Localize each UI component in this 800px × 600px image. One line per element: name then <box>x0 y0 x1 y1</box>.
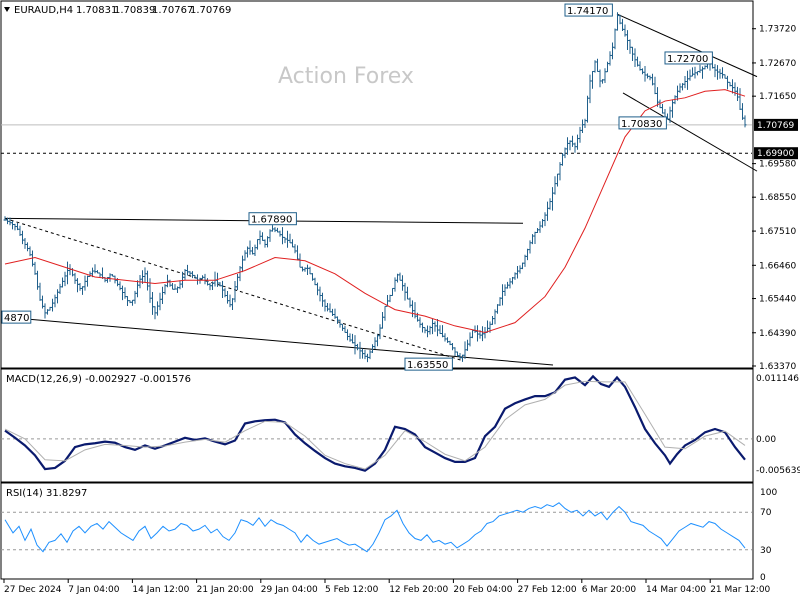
time-axis-label: 6 Mar 20:00 <box>582 585 637 595</box>
macd-axis-label: -0.005639 <box>756 466 800 476</box>
header-symbol: EURAUD,H4 <box>14 5 73 16</box>
svg-text:1.70769: 1.70769 <box>757 121 794 131</box>
macd-axis-label: 0.011146 <box>756 374 799 384</box>
rsi-series-line <box>4 502 746 553</box>
dropdown-icon[interactable] <box>4 7 10 12</box>
header-high: 1.70839 <box>114 5 155 16</box>
trendline-2[interactable] <box>4 217 462 361</box>
price-annotation[interactable]: 1.67890 <box>248 212 297 226</box>
rsi-axis-label: 70 <box>760 508 772 518</box>
watermark-text: Action Forex <box>278 64 414 89</box>
price-tag: 1.70769 <box>754 118 798 131</box>
price-tag: 1.69900 <box>754 147 798 160</box>
axes: 1.73720 1.72670 1.71650 1.69580 1.68550 1.675… <box>3 25 800 595</box>
price-annotation[interactable]: 1.72700 <box>664 51 713 65</box>
macd-axis-label: 0.00 <box>756 435 776 445</box>
time-axis-label: 21 Jan 20:00 <box>197 585 254 595</box>
price-annotation[interactable]: 4870 <box>1 310 32 324</box>
chart-header: EURAUD,H4 1.70831 1.70839 1.70767 1.7076… <box>4 5 231 16</box>
moving-average-line <box>4 89 746 333</box>
macd-series-macd <box>4 374 746 472</box>
svg-text:1.67890: 1.67890 <box>251 215 292 226</box>
svg-text:1.69900: 1.69900 <box>757 149 794 159</box>
price-axis-label: 1.71650 <box>759 92 796 102</box>
macd-plot <box>1 374 752 472</box>
header-low: 1.70767 <box>152 5 193 16</box>
macd-title: MACD(12,26,9) -0.002927 -0.001576 <box>6 374 191 385</box>
price-axis-label: 1.73720 <box>759 25 796 35</box>
svg-text:1.70830: 1.70830 <box>621 119 662 130</box>
time-axis-label: 29 Jan 04:00 <box>261 585 318 595</box>
price-annotation[interactable]: 1.74170 <box>564 3 613 17</box>
price-annotation[interactable]: 1.63550 <box>404 357 453 371</box>
time-axis-label: 12 Feb 20:00 <box>389 585 448 595</box>
macd-panel[interactable] <box>0 368 754 483</box>
price-annotation[interactable]: 1.70830 <box>618 116 667 130</box>
trendline-4[interactable] <box>622 92 758 172</box>
rsi-plot <box>1 502 752 553</box>
svg-text:4870: 4870 <box>4 313 29 324</box>
rsi-axis-label: 100 <box>760 488 777 498</box>
time-axis-label: 20 Feb 04:00 <box>453 585 512 595</box>
rsi-axis-label: 0 <box>760 573 766 583</box>
price-axis-label: 1.69580 <box>759 160 796 170</box>
candle <box>743 115 747 128</box>
header-open: 1.70831 <box>76 5 117 16</box>
price-axis-label: 1.67510 <box>759 227 796 237</box>
time-axis-label: 21 Mar 12:00 <box>710 585 770 595</box>
time-axis-label: 14 Jan 12:00 <box>132 585 189 595</box>
trendline-3[interactable] <box>616 13 758 78</box>
price-axis-label: 1.66460 <box>759 261 796 271</box>
price-axis-label: 1.65440 <box>759 295 796 305</box>
price-axis-label: 1.64390 <box>759 329 796 339</box>
time-axis-label: 27 Feb 12:00 <box>518 585 577 595</box>
price-axis-label: 1.63370 <box>759 362 796 372</box>
price-plot: 1.74170 1.72700 1.70830 1.67890 1.63550 4870 <box>1 3 758 371</box>
price-axis-label: 1.68550 <box>759 193 796 203</box>
time-axis-label: 7 Jan 04:00 <box>68 585 120 595</box>
time-axis-label: 14 Mar 04:00 <box>646 585 706 595</box>
header-close: 1.70769 <box>190 5 231 16</box>
time-axis-label: 5 Feb 12:00 <box>325 585 379 595</box>
price-axis-label: 1.72670 <box>759 59 796 69</box>
rsi-axis-label: 30 <box>760 546 772 556</box>
trendline-1[interactable] <box>4 316 554 366</box>
macd-series-signal <box>4 380 746 470</box>
svg-text:1.74170: 1.74170 <box>567 6 608 17</box>
rsi-panel[interactable] <box>0 482 754 580</box>
price-panel[interactable] <box>0 0 754 369</box>
rsi-title: RSI(14) 31.8297 <box>6 488 87 499</box>
svg-text:1.63550: 1.63550 <box>407 360 448 371</box>
svg-text:1.72700: 1.72700 <box>667 54 708 65</box>
time-axis-label: 27 Dec 2024 <box>4 585 62 595</box>
